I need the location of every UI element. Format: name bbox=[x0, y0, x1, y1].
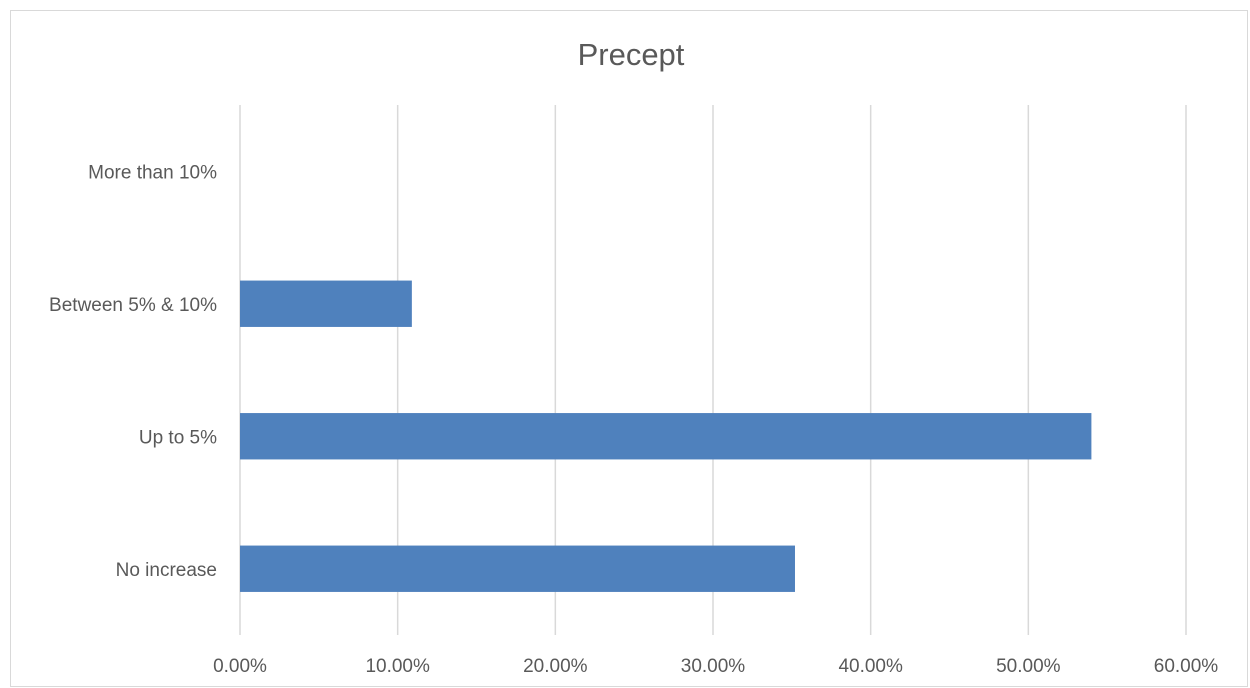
x-tick-label: 60.00% bbox=[1154, 656, 1219, 677]
x-tick-label: 50.00% bbox=[996, 656, 1061, 677]
category-label: Up to 5% bbox=[139, 427, 217, 448]
category-label: No increase bbox=[116, 560, 217, 581]
x-axis-tick-labels: 0.00% 10.00% 20.00% 30.00% 40.00% 50.00% 60.00… bbox=[213, 656, 1218, 677]
category-label: More than 10% bbox=[88, 162, 217, 183]
bar-1 bbox=[240, 413, 1092, 460]
x-tick-label: 40.00% bbox=[838, 656, 903, 677]
bar-2 bbox=[240, 280, 412, 327]
x-tick-label: 10.00% bbox=[365, 656, 430, 677]
x-tick-label: 0.00% bbox=[213, 656, 267, 677]
x-tick-label: 30.00% bbox=[681, 656, 746, 677]
bar-0 bbox=[240, 545, 795, 592]
y-axis-category-labels: No increase Up to 5% Between 5% & 10% More … bbox=[49, 162, 217, 581]
category-label: Between 5% & 10% bbox=[49, 295, 217, 316]
chart-title: Precept bbox=[578, 37, 685, 72]
bars bbox=[240, 280, 1092, 592]
x-tick-label: 20.00% bbox=[523, 656, 588, 677]
